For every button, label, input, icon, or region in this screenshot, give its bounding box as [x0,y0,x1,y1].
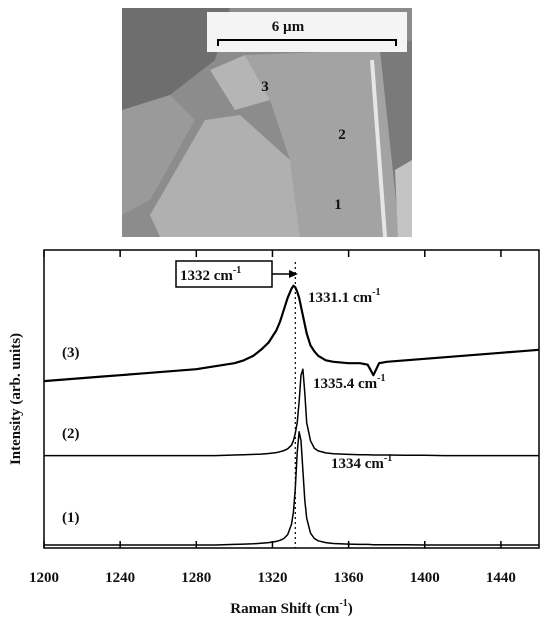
label-text: 1334 cm [331,456,384,472]
reference-annotation: 1332 cm-1 [180,265,241,284]
x-tick-label: 1240 [105,570,135,586]
spectrum-line [43,284,540,383]
annotation-arrowhead [289,270,298,278]
label-text: 1335.4 cm [313,376,378,392]
x-tick-label: 1440 [486,570,516,586]
label-superscript: -1 [372,287,380,298]
x-tick-label: 1280 [181,570,211,586]
label-text: 1332 cm [180,268,233,284]
x-axis-title: Raman Shift (cm-1) [230,598,353,617]
chart: 1200 1240 1280 1320 1360 1400 1440 (1) (2) (3) 133… [8,249,540,617]
peak-annotation: 1335.4 cm-1 [313,373,386,392]
point-label: 1 [334,197,342,213]
x-tick-label: 1320 [257,570,287,586]
x-tick-label: 1360 [334,570,364,586]
x-tick-label: 1400 [410,570,440,586]
spectrum-line [44,368,539,457]
point-label: 2 [338,127,346,143]
plot-frame [43,249,540,549]
y-axis-title: Intensity (arb. units) [8,333,24,465]
scale-bar-label: 6 µm [272,19,305,35]
series-label: (3) [62,345,80,361]
label-superscript: -1 [233,265,241,276]
spectrum-line [44,431,539,546]
annotation-box [175,260,273,288]
label-superscript: -1 [339,598,347,609]
peak-annotation: 1334 cm-1 [331,453,392,472]
label-text: 1331.1 cm [308,290,373,306]
peak-annotation: 1331.1 cm-1 [308,287,381,306]
label-superscript: -1 [384,453,392,464]
series-label: (1) [62,510,80,526]
label-superscript: -1 [377,373,385,384]
point-label: 3 [261,79,269,95]
x-tick-label: 1200 [29,570,59,586]
label-text: ) [348,601,353,617]
series-label: (2) [62,426,80,442]
label-text: Raman Shift (cm [230,601,340,617]
sem-image: 6 µm 1 2 3 [122,8,412,238]
